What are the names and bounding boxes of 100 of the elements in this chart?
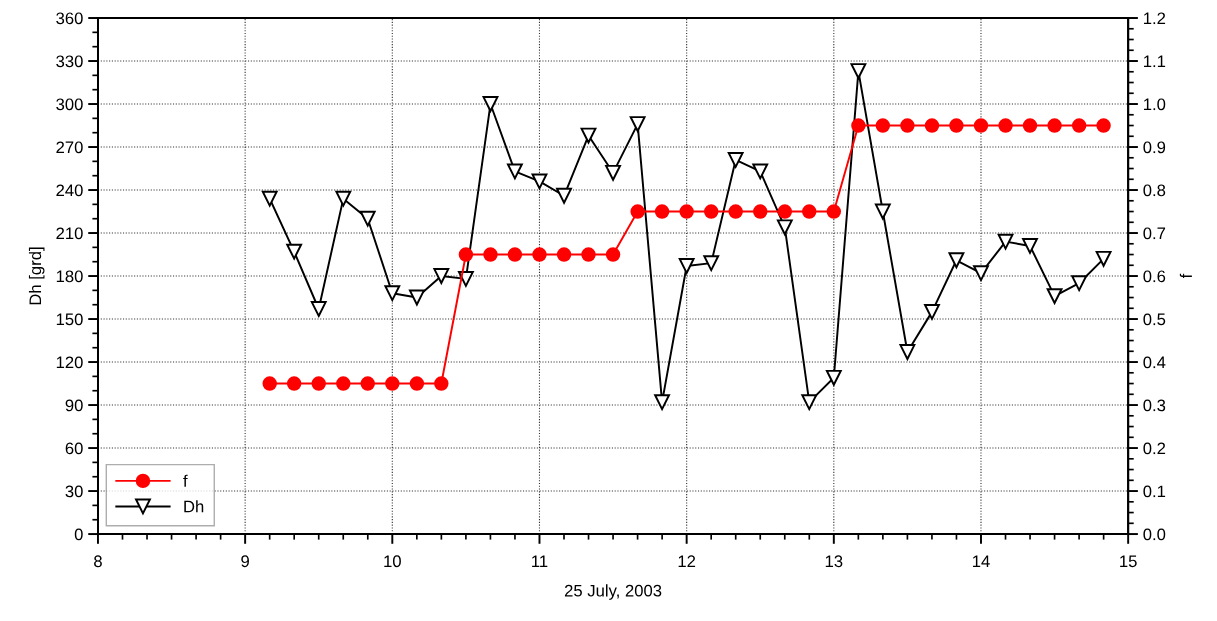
point bbox=[286, 376, 302, 391]
point bbox=[629, 116, 646, 132]
point bbox=[605, 247, 621, 262]
point bbox=[777, 204, 793, 219]
point bbox=[605, 164, 621, 181]
point bbox=[336, 376, 351, 391]
x-tick-label: 15 bbox=[1120, 555, 1137, 568]
y-tick-label: 360 bbox=[56, 12, 83, 25]
x-tick-label: 9 bbox=[241, 555, 249, 568]
y2-tick-label: 1.0 bbox=[1144, 98, 1166, 111]
point bbox=[262, 376, 277, 391]
point bbox=[580, 127, 597, 144]
point bbox=[753, 204, 768, 219]
point bbox=[482, 96, 499, 112]
y-tick-label: 60 bbox=[65, 442, 83, 455]
point bbox=[630, 204, 645, 219]
point bbox=[949, 118, 964, 133]
y2-axis-title: f bbox=[1179, 273, 1192, 279]
legend-label: f bbox=[183, 474, 188, 487]
point bbox=[826, 204, 842, 219]
point bbox=[998, 118, 1013, 133]
point bbox=[409, 376, 425, 391]
point bbox=[433, 268, 450, 284]
point bbox=[679, 204, 694, 219]
point bbox=[1071, 118, 1087, 133]
y2-tick-label: 0.7 bbox=[1143, 227, 1166, 240]
point bbox=[531, 173, 548, 190]
x-tick-label: 8 bbox=[94, 555, 102, 568]
point bbox=[261, 190, 278, 207]
y2-tick-label: 0.1 bbox=[1143, 485, 1166, 498]
point bbox=[458, 247, 474, 262]
y-tick-label: 270 bbox=[56, 141, 83, 154]
x-tick-label: 10 bbox=[384, 555, 401, 568]
y-tick-label: 30 bbox=[65, 485, 83, 498]
point bbox=[874, 203, 891, 220]
y-tick-label: 120 bbox=[56, 356, 83, 369]
point bbox=[310, 301, 327, 317]
y2-tick-label: 1.2 bbox=[1144, 12, 1166, 25]
y-tick-label: 150 bbox=[56, 313, 83, 326]
y-tick-label: 180 bbox=[56, 270, 83, 283]
point bbox=[556, 247, 572, 262]
point bbox=[532, 247, 547, 262]
point bbox=[801, 394, 818, 411]
point bbox=[335, 190, 352, 207]
point bbox=[654, 394, 670, 411]
point bbox=[900, 118, 915, 133]
y-tick-label: 300 bbox=[56, 98, 83, 111]
point bbox=[973, 265, 989, 282]
point bbox=[997, 233, 1014, 250]
x-tick-label: 12 bbox=[678, 555, 696, 567]
point bbox=[1022, 238, 1038, 254]
point bbox=[948, 252, 965, 269]
point bbox=[1095, 250, 1112, 267]
y-tick-label: 0 bbox=[74, 528, 83, 541]
point bbox=[483, 247, 498, 262]
y2-tick-label: 0.5 bbox=[1143, 313, 1166, 326]
point bbox=[727, 152, 744, 168]
y-tick-label: 330 bbox=[56, 55, 83, 68]
point bbox=[752, 163, 769, 180]
point bbox=[703, 255, 720, 272]
point bbox=[384, 285, 401, 302]
point bbox=[507, 247, 523, 262]
point bbox=[899, 344, 916, 360]
point bbox=[1046, 288, 1063, 305]
point bbox=[924, 118, 940, 133]
x-tick-label: 11 bbox=[532, 555, 548, 567]
point bbox=[875, 118, 891, 133]
point bbox=[434, 376, 449, 391]
point bbox=[1022, 118, 1038, 133]
point bbox=[408, 289, 425, 306]
y-tick-label: 90 bbox=[65, 399, 83, 412]
point bbox=[360, 376, 375, 391]
y2-tick-label: 0.0 bbox=[1143, 528, 1166, 541]
point bbox=[359, 210, 376, 227]
y2-tick-label: 1.1 bbox=[1144, 55, 1166, 68]
point bbox=[850, 63, 867, 79]
legend-label: Dh bbox=[184, 500, 204, 513]
point bbox=[556, 187, 572, 204]
point bbox=[851, 118, 866, 133]
point bbox=[1071, 275, 1088, 292]
point bbox=[1047, 118, 1062, 133]
point bbox=[825, 369, 842, 386]
y-tick-label: 240 bbox=[56, 184, 83, 197]
x-tick-label: 14 bbox=[972, 555, 990, 567]
point bbox=[678, 258, 695, 274]
point bbox=[924, 303, 940, 320]
x-tick-label: 13 bbox=[825, 555, 843, 568]
y-tick-label: 210 bbox=[56, 227, 83, 240]
point bbox=[506, 163, 523, 180]
point bbox=[311, 376, 326, 391]
y2-tick-label: 0.8 bbox=[1143, 184, 1166, 197]
point bbox=[286, 243, 303, 260]
y-axis-title: Dh [grd] bbox=[28, 247, 45, 305]
x-axis-title: 25 July, 2003 bbox=[564, 584, 662, 600]
y2-tick-label: 0.2 bbox=[1143, 442, 1166, 455]
point bbox=[802, 204, 817, 219]
y2-tick-label: 0.6 bbox=[1143, 270, 1166, 283]
point bbox=[704, 204, 719, 219]
point bbox=[581, 247, 596, 262]
point bbox=[973, 118, 989, 133]
